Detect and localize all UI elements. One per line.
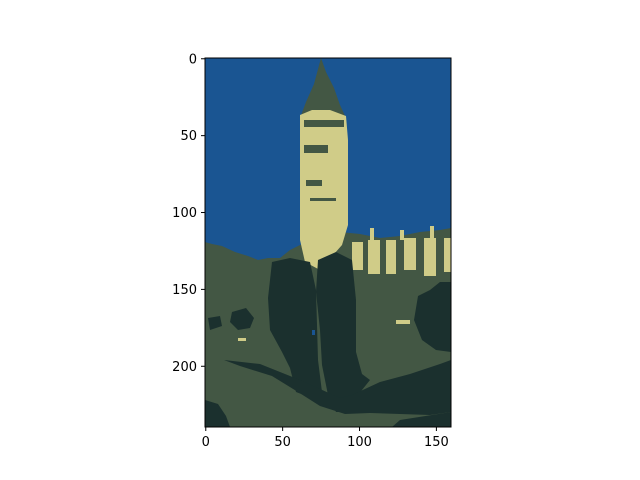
clock-tower <box>300 58 348 270</box>
x-tick-label: 100 <box>347 435 372 450</box>
y-tick-label: 50 <box>180 129 197 144</box>
x-tick-label: 0 <box>202 435 210 450</box>
y-tick-label: 200 <box>172 360 197 375</box>
x-axis: 0 50 100 150 <box>202 427 449 450</box>
y-tick-label: 100 <box>172 206 197 221</box>
small-highlights <box>238 320 410 341</box>
y-tick-label: 0 <box>189 52 197 67</box>
y-axis: 0 50 100 150 200 <box>172 52 205 375</box>
plot-frame <box>204 57 452 428</box>
y-tick-label: 150 <box>172 283 197 298</box>
image-plot <box>205 58 451 427</box>
tree-shadows <box>205 252 451 427</box>
x-tick-label: 150 <box>424 435 449 450</box>
x-tick-label: 50 <box>274 435 291 450</box>
parliament-building <box>352 226 451 276</box>
